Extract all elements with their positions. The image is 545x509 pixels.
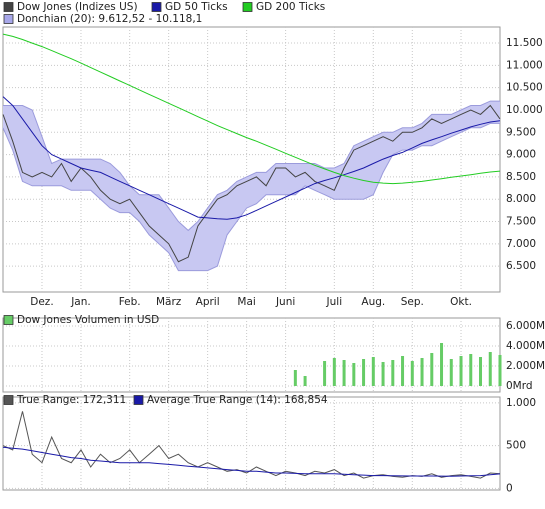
x-tick-label: Mai [237,296,255,308]
x-tick-label: Dez. [30,296,53,308]
x-tick-label: Feb. [119,296,141,308]
y-tick-label: 11.000 [506,59,543,71]
band-upper [3,100,500,232]
bar [401,356,405,386]
bar [488,352,492,386]
bar [449,359,453,386]
bar [303,376,307,386]
x-tick-label: Aug. [361,296,385,308]
legend-label: Dow Jones Volumen in USD [17,314,159,326]
legend-label: Donchian (20): 9.612,52 - 10.118,1 [17,13,202,25]
bar [498,355,502,386]
x-tick-label: Sep. [401,296,424,308]
legend-label: GD 50 Ticks [165,1,228,13]
y-tick-label: 9.000 [506,149,536,161]
bar [293,370,297,386]
line [2,446,501,477]
legend-swatch [3,395,14,405]
y-tick-label: 7.000 [506,238,536,250]
y-tick-label: 500 [506,440,526,452]
legend-swatch [3,14,14,24]
bar [362,359,366,386]
bar [332,358,336,386]
band-fill [3,101,500,271]
line [2,33,501,185]
y-tick-label: 6.500 [506,260,536,272]
x-tick-label: Jan. [70,296,91,308]
legend-swatch [242,2,253,12]
y-tick-label: 1.000 [506,397,536,409]
y-tick-label: 8.000 [506,193,536,205]
plot-frame [2,317,501,393]
bar [352,363,356,386]
y-tick-label: 4.000Mrd [506,340,545,352]
bar [342,360,346,386]
x-tick-label: Okt. [450,296,472,308]
y-tick-label: 10.500 [506,82,543,94]
y-tick-label: 10.000 [506,104,543,116]
legend-swatch [151,2,162,12]
x-tick-label: Juli [326,296,343,308]
bar [479,357,483,386]
y-tick-label: 6.000Mrd [506,320,545,332]
x-tick-label: April [196,296,220,308]
bar [420,358,424,386]
bar [371,357,375,386]
legend-label: Dow Jones (Indizes US) [17,1,138,13]
bar [381,362,385,386]
y-tick-label: 8.500 [506,171,536,183]
bar [440,343,444,386]
bar [391,360,395,386]
band-lower [2,122,500,272]
bar [430,353,434,386]
line [2,96,501,220]
bar [469,354,473,386]
y-tick-label: 0Mrd [506,380,533,392]
y-tick-label: 9.500 [506,126,536,138]
y-tick-label: 11.500 [506,37,543,49]
y-tick-label: 0 [506,482,513,494]
bar [323,361,327,386]
legend-swatch [3,2,14,12]
legend-label: True Range: 172,311 [16,394,126,406]
legend-label: Average True Range (14): 168,854 [147,394,328,406]
bar [459,356,463,386]
y-tick-label: 2.000Mrd [506,360,545,372]
legend-label: GD 200 Ticks [256,1,325,13]
legend-swatch [133,395,144,405]
plot-frame [2,396,501,491]
bar [410,361,414,386]
x-tick-label: März [156,296,182,308]
y-tick-label: 7.500 [506,216,536,228]
legend-swatch [3,315,14,325]
x-tick-label: Juni [275,296,295,308]
line [2,104,501,263]
